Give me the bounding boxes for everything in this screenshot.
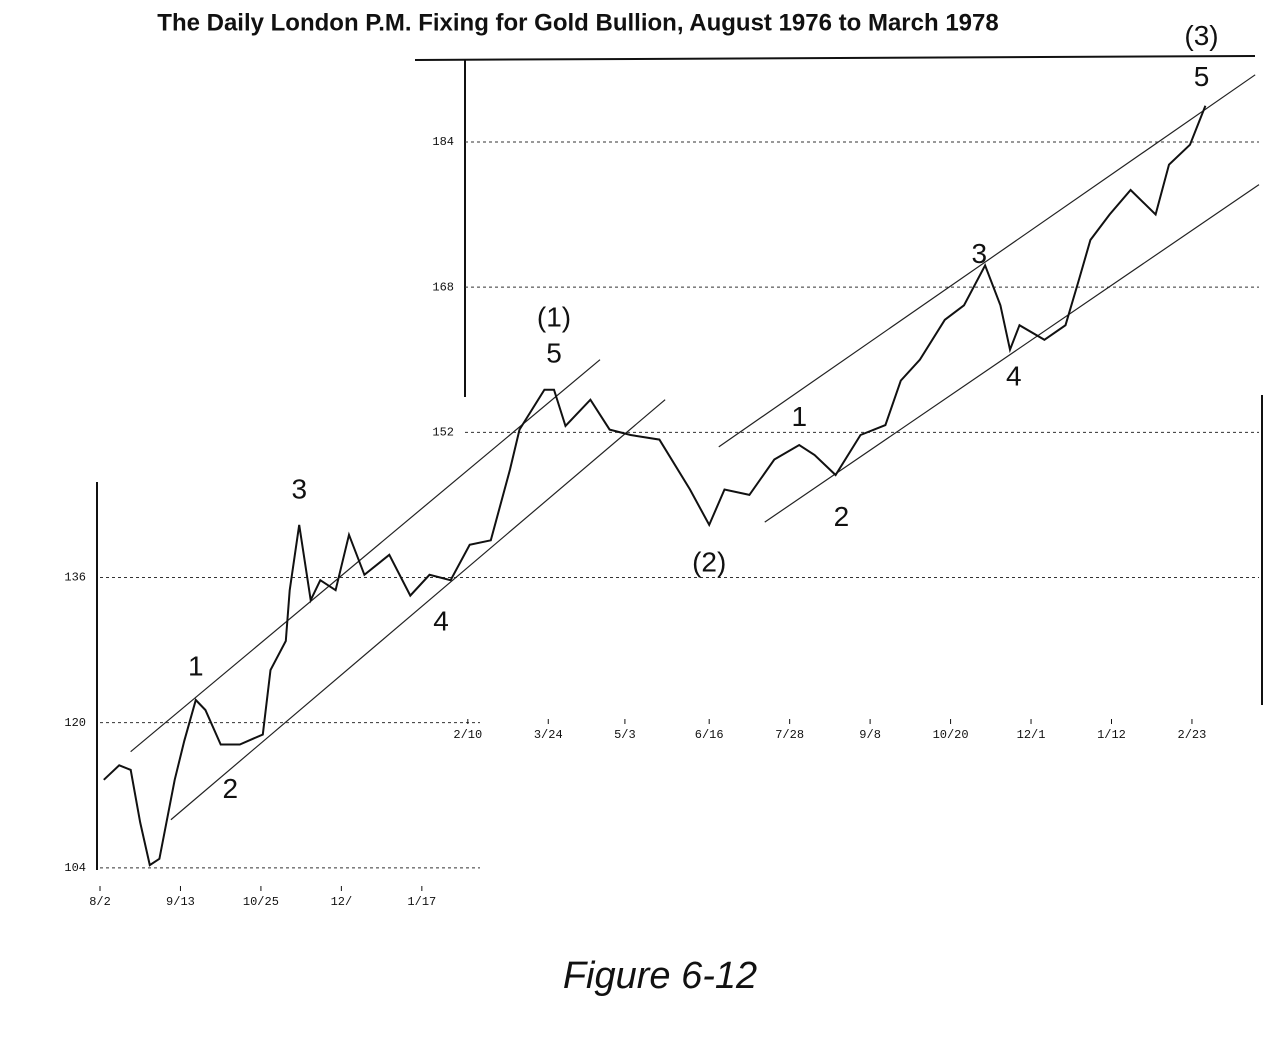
y-tick-label: 136 [64,571,86,585]
wave-label: 2 [222,773,238,804]
channel-line [764,184,1260,523]
wave-label: (2) [692,546,726,577]
channel-line [130,359,601,753]
channel-line [170,399,666,821]
x-tick-label: 12/ [331,895,353,909]
wave-label: 1 [791,401,807,432]
wave-label: (3) [1184,20,1218,51]
wave-label: (1) [537,301,571,332]
x-tick-label: 12/1 [1017,728,1046,742]
wave-label: 4 [433,605,449,636]
chart-title: The Daily London P.M. Fixing for Gold Bu… [157,9,998,36]
x-tick-label: 2/23 [1178,728,1207,742]
wave-label: 5 [1194,61,1210,92]
y-tick-label: 104 [64,861,86,875]
wave-label: 3 [291,474,307,505]
wave-label: 2 [834,501,850,532]
x-tick-label: 10/25 [243,895,279,909]
wave-label: 3 [972,238,988,269]
x-tick-label: 5/3 [614,728,636,742]
x-tick-label: 7/28 [775,728,804,742]
x-tick-label: 1/12 [1097,728,1126,742]
x-tick-label: 9/13 [166,895,195,909]
x-tick-label: 8/2 [89,895,111,909]
price-line [103,105,1207,867]
y-tick-label: 184 [432,135,454,149]
wave-label: 1 [188,651,204,682]
channel-line [718,74,1256,448]
x-tick-label: 2/10 [453,728,482,742]
wave-label: 4 [1006,360,1022,391]
x-tick-label: 6/16 [695,728,724,742]
caption: Figure 6-12 [563,955,757,997]
y-tick-label: 168 [432,280,454,294]
x-tick-label: 1/17 [407,895,436,909]
x-tick-label: 10/20 [933,728,969,742]
y-tick-label: 152 [432,425,454,439]
x-tick-label: 3/24 [534,728,563,742]
y-tick-label: 120 [64,716,86,730]
wave-label: 5 [546,338,562,369]
panel-top [414,55,1256,61]
x-tick-label: 9/8 [859,728,881,742]
